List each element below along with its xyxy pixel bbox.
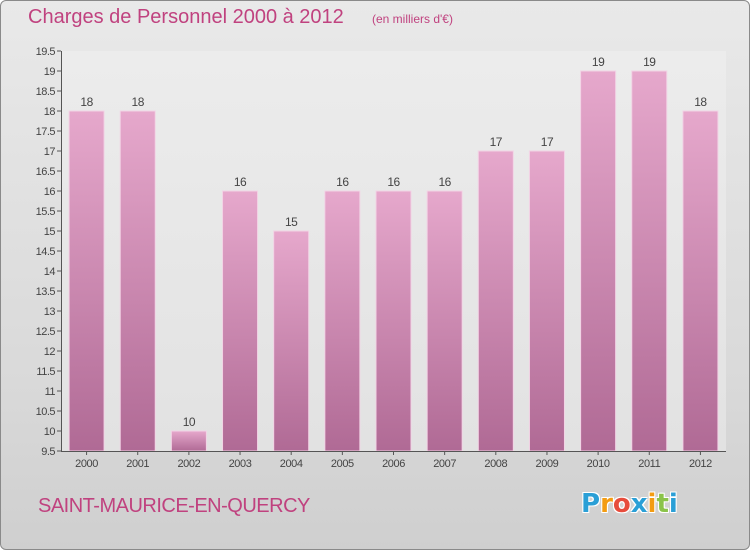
chart-subtitle: (en milliers d'€) (372, 12, 453, 26)
y-tick-label: 10.5 (36, 406, 56, 418)
bar-value-label: 16 (387, 175, 400, 189)
logo-letter: i (647, 489, 657, 519)
y-tick-label: 12 (44, 346, 56, 358)
x-tick-label: 2002 (177, 458, 200, 470)
y-tick-label: 19.5 (36, 46, 56, 58)
bar-value-label: 19 (592, 55, 605, 69)
y-tick-label: 11 (45, 386, 56, 398)
chart-title: Charges de Personnel 2000 à 2012 (28, 6, 344, 28)
y-tick-label: 15.5 (36, 206, 56, 218)
y-axis: 9.5 10 10.5 11 11.5 12 12.5 13 13.5 14 14.5 15 15.5 1… (36, 46, 61, 458)
y-tick-label: 17 (44, 146, 56, 158)
y-tick-label: 12.5 (36, 326, 56, 338)
y-tick-label: 10 (44, 426, 56, 438)
bar (222, 190, 259, 452)
bar (631, 70, 668, 452)
y-tick-label: 18.5 (36, 86, 56, 98)
y-tick-label: 9.5 (41, 446, 55, 458)
x-tick-label: 2003 (229, 458, 252, 470)
logo-letter: P (581, 489, 601, 519)
bar (119, 110, 156, 452)
bar (170, 430, 207, 452)
bar-value-label: 15 (285, 215, 298, 229)
y-tick-label: 13.5 (36, 286, 56, 298)
x-tick-label: 2008 (484, 458, 507, 470)
x-tick-label: 2011 (638, 458, 660, 470)
bar (68, 110, 105, 452)
x-tick-label: 2000 (75, 458, 98, 470)
bar-value-label: 18 (694, 95, 707, 109)
bar (528, 150, 565, 452)
bar-value-label: 16 (234, 175, 247, 189)
bar-value-label: 18 (80, 95, 93, 109)
bar-value-label: 18 (132, 95, 145, 109)
bar (477, 150, 514, 452)
y-tick-label: 17.5 (36, 126, 56, 138)
bar-value-label: 17 (490, 135, 503, 149)
bar (273, 230, 310, 452)
bar-value-label: 16 (438, 175, 451, 189)
logo-letter: r (600, 489, 613, 519)
bar-value-label: 17 (541, 135, 554, 149)
bar (324, 190, 361, 452)
y-tick-label: 14 (44, 266, 56, 278)
y-tick-label: 15 (44, 226, 56, 238)
x-axis: 2000 2001 2002 2003 2004 2005 2006 2007 2008 2009… (75, 451, 713, 470)
bar (580, 70, 617, 452)
y-tick-label: 19 (44, 66, 56, 78)
bar (426, 190, 463, 452)
y-tick-label: 14.5 (36, 246, 56, 258)
x-tick-label: 2006 (382, 458, 405, 470)
place-name: SAINT-MAURICE-EN-QUERCY (38, 495, 310, 517)
x-tick-label: 2007 (433, 458, 456, 470)
x-tick-label: 2012 (689, 458, 712, 470)
bar-value-label: 10 (183, 415, 196, 429)
bar (682, 110, 719, 452)
x-tick-label: 2010 (587, 458, 610, 470)
bar-value-label: 16 (336, 175, 349, 189)
logo-letter: t (656, 489, 669, 519)
bar-value-label: 19 (643, 55, 656, 69)
y-tick-label: 11.5 (36, 366, 55, 378)
x-tick-label: 2001 (126, 458, 149, 470)
x-tick-label: 2009 (536, 458, 559, 470)
y-tick-label: 16.5 (36, 166, 56, 178)
y-tick-label: 18 (44, 106, 56, 118)
y-tick-label: 13 (44, 306, 56, 318)
logo-letter: i (668, 489, 678, 519)
bar (375, 190, 412, 452)
bar-series: 18 18 10 16 15 16 16 16 17 17 19 19 18 (68, 55, 719, 452)
x-tick-label: 2005 (331, 458, 354, 470)
y-tick-label: 16 (44, 186, 56, 198)
x-tick-label: 2004 (280, 458, 303, 470)
logo-letter: x (630, 489, 648, 519)
logo-letter: o (612, 489, 631, 519)
proxiti-logo: Proxiti (581, 489, 678, 519)
